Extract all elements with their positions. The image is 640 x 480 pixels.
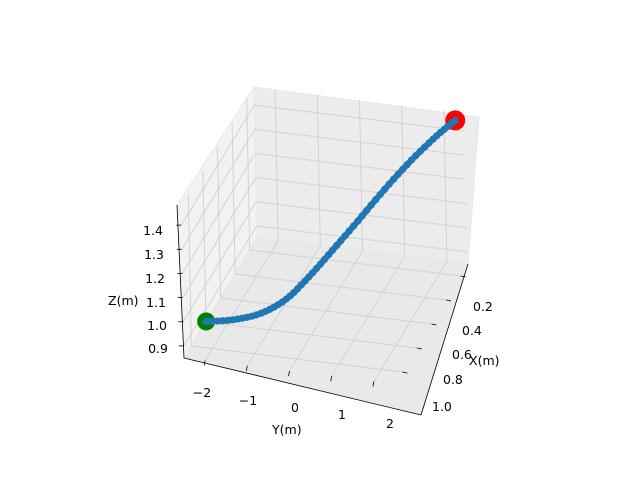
y-tick-label: 2 [386, 416, 394, 431]
trajectory-series [202, 116, 459, 326]
y-axis-line [183, 357, 422, 416]
grid-line [246, 98, 251, 251]
trajectory-point [367, 201, 375, 209]
grid-line [316, 94, 321, 246]
tick-marks [176, 224, 466, 387]
grid-line [183, 225, 258, 347]
grid-line [331, 255, 406, 377]
grid-line [373, 261, 448, 382]
y-tick-mark [245, 365, 248, 371]
trajectory-point [372, 196, 380, 204]
trajectory-point [341, 232, 349, 240]
z-axis-line [176, 204, 185, 359]
grid-line [289, 250, 363, 372]
trajectory-point [214, 317, 222, 325]
grid-line [255, 152, 467, 180]
x-tick-label: 0.8 [443, 372, 463, 387]
grid-line [246, 245, 321, 367]
y-tick-label: −1 [239, 393, 257, 408]
grid-line [255, 177, 467, 205]
grid-line [254, 128, 466, 156]
grid-line [181, 153, 256, 274]
grid-line [181, 129, 256, 250]
y-tick-mark [330, 376, 333, 382]
trajectory-point [407, 156, 416, 164]
grid-line [182, 201, 257, 322]
trajectory-point [354, 217, 362, 225]
z-tick-label: 1.3 [144, 247, 164, 262]
x-tick-mark [416, 347, 422, 350]
x-tick-label: 0.6 [452, 347, 472, 362]
x-axis-label: X(m) [469, 353, 500, 368]
z-tick-label: 1.2 [145, 271, 165, 286]
grid-lines [180, 89, 468, 382]
x-tick-mark [431, 323, 437, 326]
y-tick-label: 0 [291, 400, 299, 415]
grid-line [187, 194, 192, 347]
trajectory-point [394, 170, 402, 178]
trajectory-point [219, 317, 227, 325]
grid-line [202, 170, 207, 323]
y-tick-label: −2 [193, 385, 211, 400]
z-tick-labels: 0.9 1.0 1.1 1.2 1.3 1.4 [143, 223, 168, 356]
trajectory-point [337, 237, 345, 245]
grid-line [359, 99, 363, 252]
grid-line [217, 146, 221, 299]
grid-line [401, 105, 406, 257]
x-tick-mark [446, 299, 452, 302]
trajectory-point [349, 222, 358, 230]
grid-line [274, 89, 279, 241]
trajectory-point [345, 227, 353, 235]
x-tick-labels: 0.2 0.4 0.6 0.8 1.0 [432, 299, 493, 414]
y-tick-mark [288, 370, 290, 377]
trajectory-point [390, 175, 398, 183]
trajectory-point [363, 206, 371, 215]
y-tick-labels: −2 −1 0 1 2 [193, 385, 394, 431]
trajectory-point [324, 251, 333, 259]
grid-line [180, 104, 255, 226]
z-axis-label: Z(m) [108, 293, 139, 308]
x-tick-label: 1.0 [432, 399, 452, 414]
grid-line [256, 225, 468, 253]
z-tick-label: 1.0 [147, 318, 167, 333]
x-tick-mark [402, 371, 408, 374]
trajectory-point [412, 152, 420, 160]
trajectory-point [399, 165, 407, 173]
trajectory-point [403, 161, 411, 169]
trajectory-point [381, 185, 389, 193]
z-tick-label: 1.4 [143, 223, 163, 238]
grid-line [443, 110, 448, 262]
trajectory-point [385, 180, 393, 188]
x-tick-label: 0.4 [462, 323, 482, 338]
y-axis-label: Y(m) [271, 422, 302, 437]
trajectory-point [333, 241, 341, 250]
y-tick-mark [372, 381, 375, 387]
x-tick-label: 0.2 [473, 299, 493, 314]
y-tick-label: 1 [338, 407, 346, 422]
axis-lines [176, 204, 469, 416]
x-tick-mark [460, 275, 466, 278]
trajectory-point [451, 116, 459, 124]
trajectory-point [358, 212, 366, 220]
grid-line [254, 104, 466, 132]
z-tick-label: 0.9 [148, 341, 168, 356]
trajectory-point [320, 255, 329, 264]
trajectory-point [376, 190, 384, 199]
trajectory-point [328, 246, 337, 254]
y-tick-mark [203, 360, 206, 366]
grid-line [182, 177, 257, 298]
z-tick-label: 1.1 [146, 295, 166, 310]
grid-line [231, 122, 236, 275]
grid-line [204, 240, 279, 361]
x-axis-line [420, 263, 469, 416]
